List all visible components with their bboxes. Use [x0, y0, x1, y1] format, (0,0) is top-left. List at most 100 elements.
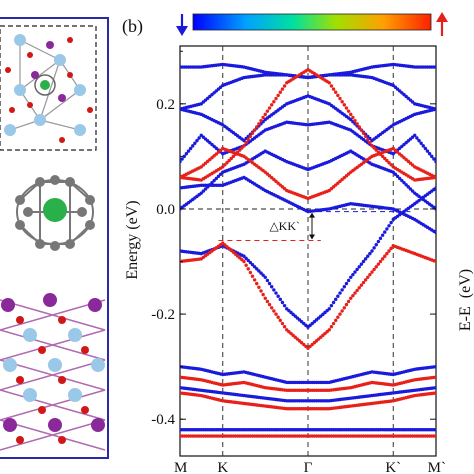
band-series — [180, 391, 436, 411]
band-point — [272, 100, 276, 104]
band-point — [355, 267, 359, 272]
band-point — [255, 267, 259, 271]
band-point — [246, 258, 250, 263]
band-point — [413, 133, 417, 138]
band-point — [261, 115, 265, 120]
band-point — [357, 286, 361, 290]
band-point — [355, 122, 359, 126]
band-series — [180, 73, 436, 111]
band-point — [182, 154, 186, 159]
band-point — [372, 267, 376, 272]
band-point — [214, 176, 218, 181]
band-point — [238, 148, 242, 152]
band-point — [336, 315, 340, 319]
band-point — [265, 278, 270, 283]
band-point — [267, 281, 272, 286]
structure-panel-frame — [0, 17, 109, 459]
y-tick-label: -0.4 — [151, 412, 175, 428]
band-point — [393, 172, 398, 176]
band-point — [370, 249, 374, 253]
band-point — [361, 280, 366, 285]
band-point — [380, 257, 385, 261]
band-point — [340, 309, 344, 313]
band-point — [250, 131, 255, 135]
band-point — [242, 254, 246, 258]
band-point — [336, 294, 340, 298]
band-point — [391, 170, 395, 174]
x-tick-label: K — [217, 460, 228, 474]
band-point — [252, 278, 257, 282]
band-point — [368, 251, 372, 256]
band-point — [197, 136, 201, 140]
band-point — [274, 312, 278, 316]
band-point — [434, 434, 436, 438]
band-point — [434, 186, 436, 190]
band-point — [408, 187, 413, 191]
y-tick-label: -0.2 — [151, 307, 175, 323]
band-point — [193, 141, 197, 145]
band-point — [263, 296, 267, 301]
band-point — [280, 87, 285, 91]
band-point — [270, 103, 274, 107]
band-point — [338, 312, 342, 316]
band-series — [180, 375, 436, 392]
band-series — [180, 364, 436, 385]
band-point — [203, 187, 208, 191]
band-point — [191, 144, 195, 148]
band-point — [276, 315, 280, 319]
band-point — [434, 375, 436, 379]
band-point — [331, 321, 336, 326]
slab-view-image — [0, 293, 106, 451]
band-point — [344, 281, 349, 286]
band-point — [244, 256, 248, 261]
plot-frame — [179, 45, 437, 457]
band-point — [180, 159, 182, 164]
band-point — [329, 303, 334, 308]
band-point — [372, 246, 376, 250]
band-point — [370, 144, 374, 148]
band-point — [257, 269, 261, 273]
band-point — [329, 84, 334, 88]
band-point — [331, 87, 336, 91]
band-point — [327, 328, 331, 332]
band-point — [274, 291, 278, 295]
band-point — [278, 297, 282, 302]
band-point — [282, 324, 287, 329]
band-point — [282, 303, 287, 308]
right-axis-unit: (eV) — [457, 269, 474, 298]
band-point — [248, 260, 253, 265]
band-point — [267, 106, 272, 110]
side-view-cage-image — [15, 175, 95, 251]
k-point-guides — [180, 46, 436, 456]
band-series — [180, 385, 436, 403]
band-point — [351, 293, 355, 298]
band-point — [259, 118, 263, 123]
band-point — [374, 242, 378, 247]
band-point — [346, 109, 351, 113]
band-point — [338, 291, 342, 295]
band-series — [180, 67, 436, 182]
band-series — [180, 434, 436, 438]
band-point — [244, 141, 248, 145]
band-point — [434, 107, 436, 111]
band-point — [272, 309, 276, 313]
band-point — [186, 149, 191, 153]
band-point — [355, 288, 359, 293]
x-tick-label: M` — [428, 460, 446, 474]
band-series — [180, 241, 436, 350]
band-point — [376, 262, 381, 266]
band-point — [385, 158, 389, 163]
band-series — [180, 428, 436, 432]
band-point — [278, 318, 282, 323]
band-point — [342, 285, 346, 289]
band-point — [376, 239, 381, 244]
band-point — [344, 302, 349, 307]
band-point — [201, 189, 206, 193]
band-point — [278, 90, 282, 94]
band-point — [353, 270, 357, 274]
band-point — [349, 275, 353, 279]
band-point — [434, 428, 436, 432]
band-point — [344, 106, 349, 110]
x-tick-label: K` — [385, 460, 401, 474]
band-point — [415, 136, 419, 140]
